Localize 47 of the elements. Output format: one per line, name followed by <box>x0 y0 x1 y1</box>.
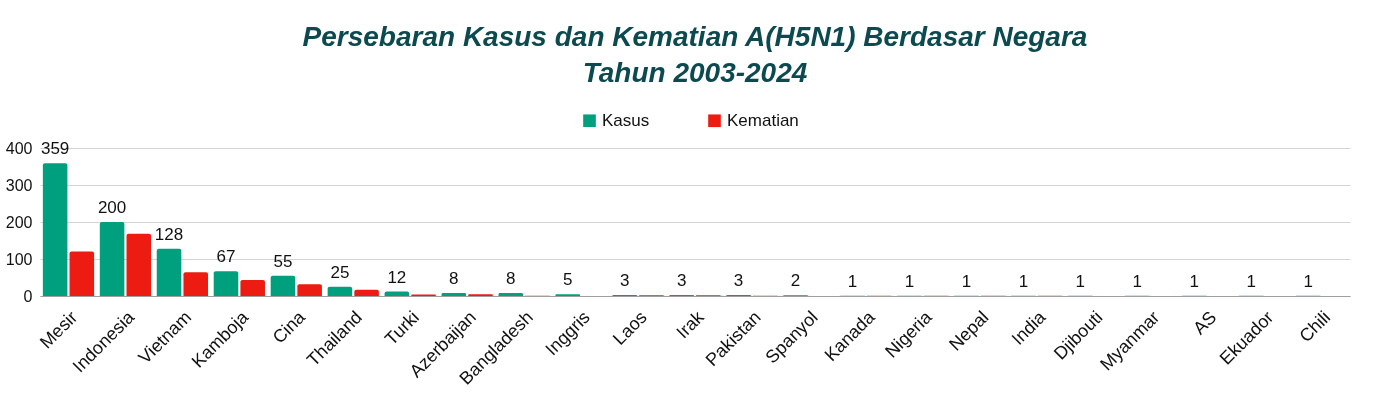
data-label: 67 <box>216 247 236 267</box>
bar <box>156 248 182 296</box>
bar <box>297 284 322 296</box>
data-label: 1 <box>1018 271 1029 291</box>
chart-title: Persebaran Kasus dan Kematian A(H5N1) Berdasar Negara Tahun 2003-2024 <box>302 21 1088 88</box>
data-label: 1 <box>1132 271 1143 291</box>
data-label: 25 <box>330 262 350 282</box>
bar <box>126 233 152 296</box>
data-label: 3 <box>733 270 744 290</box>
bar <box>327 286 353 296</box>
y-tick-label: 400 <box>5 139 33 157</box>
bar <box>240 280 265 296</box>
data-label: 359 <box>40 139 70 159</box>
y-tick-label: 200 <box>5 213 33 231</box>
data-label: 1 <box>904 271 915 291</box>
bar <box>183 272 209 296</box>
data-label: 8 <box>449 269 459 289</box>
y-tick-label: 300 <box>5 176 33 194</box>
data-label: 1 <box>847 271 858 291</box>
data-label: 128 <box>154 224 184 244</box>
x-tick-label: Irak <box>672 306 709 343</box>
bar <box>99 222 125 296</box>
data-label: 8 <box>506 269 516 289</box>
legend-label: Kematian <box>727 110 799 130</box>
y-tick-label: 100 <box>5 250 33 268</box>
data-label: 200 <box>97 198 127 217</box>
data-label: 1 <box>1189 271 1199 291</box>
data-label: 2 <box>790 271 801 291</box>
data-label: 55 <box>273 251 293 271</box>
data-label: 12 <box>387 267 407 287</box>
bar <box>42 163 68 296</box>
data-label: 1 <box>1303 271 1313 291</box>
x-tick-label: Cina <box>268 306 310 348</box>
data-label: 1 <box>1075 271 1086 291</box>
data-label: 1 <box>1246 271 1256 291</box>
data-label: 1 <box>961 271 972 291</box>
legend-label: Kasus <box>602 110 650 130</box>
y-tick-label: 0 <box>23 287 33 305</box>
bar <box>384 291 410 296</box>
bar <box>213 271 239 296</box>
x-tick-label: AS <box>1189 307 1221 339</box>
bar <box>270 275 296 296</box>
data-label: 5 <box>563 270 573 290</box>
bar <box>354 289 379 296</box>
data-label: 3 <box>676 270 687 290</box>
data-label: 3 <box>619 270 630 290</box>
bar <box>69 251 95 296</box>
